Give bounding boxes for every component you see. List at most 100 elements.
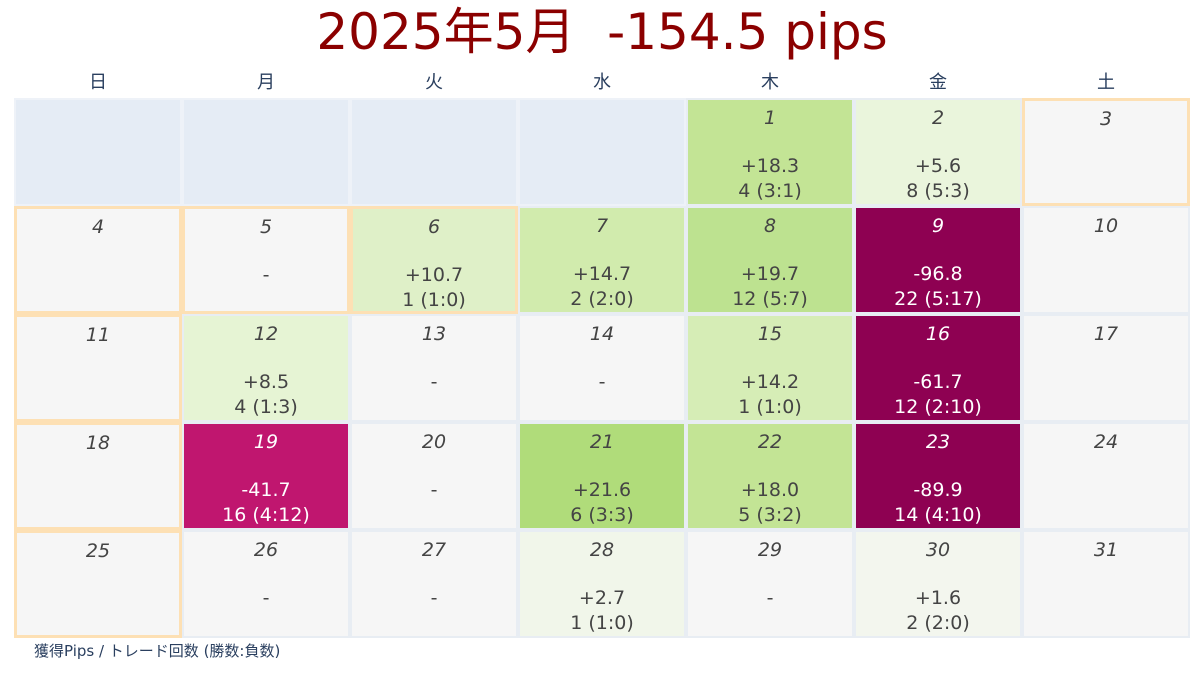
day-pips-label: -61.7 <box>913 371 963 393</box>
day-trades-label: 1 (1:0) <box>570 612 634 634</box>
weekday-label: 火 <box>425 72 443 93</box>
day-cell: 1 +18.3 4 (3:1) <box>686 98 854 206</box>
day-cell: 13 - <box>350 314 518 422</box>
day-pips-label: - <box>262 264 270 286</box>
day-number: 7 <box>595 215 609 237</box>
legend-caption: 獲得Pips / トレード回数 (勝数:負数) <box>34 642 281 660</box>
day-cell: 31 <box>1022 530 1190 638</box>
day-cell: 24 <box>1022 422 1190 530</box>
day-trades-label: 4 (1:3) <box>234 396 298 418</box>
day-number: 19 <box>253 431 279 453</box>
day-trades-label: 12 (5:7) <box>732 288 808 310</box>
day-cell: 20 - <box>350 422 518 530</box>
day-cell: 16 -61.7 12 (2:10) <box>854 314 1022 422</box>
day-number: 14 <box>589 323 615 345</box>
day-pips-label: +18.0 <box>740 479 800 501</box>
day-cell: 14 - <box>518 314 686 422</box>
day-number: 26 <box>253 539 279 561</box>
day-number: 31 <box>1093 539 1119 561</box>
day-cell: 10 <box>1022 206 1190 314</box>
day-trades-label: 6 (3:3) <box>570 504 634 526</box>
day-pips-label: +14.7 <box>572 263 632 285</box>
day-number: 29 <box>757 539 783 561</box>
chart-title: 2025年5月 -154.5 pips <box>316 3 888 61</box>
day-pips-label: - <box>430 587 438 609</box>
day-cell: 9 -96.8 22 (5:17) <box>854 206 1022 314</box>
day-trades-label: 5 (3:2) <box>738 504 802 526</box>
day-number: 6 <box>427 216 441 238</box>
day-cell: 5- <box>182 206 350 314</box>
day-cell: 30 +1.6 2 (2:0) <box>854 530 1022 638</box>
day-number: 20 <box>421 431 447 453</box>
day-pips-label: - <box>430 479 438 501</box>
day-cell: 18 <box>14 422 182 530</box>
day-number: 3 <box>1099 108 1113 130</box>
day-pips-label: +1.6 <box>914 587 962 609</box>
day-number: 25 <box>85 540 111 562</box>
day-cell: 21 +21.6 6 (3:3) <box>518 422 686 530</box>
day-trades-label: 14 (4:10) <box>894 504 982 526</box>
day-pips-label: +14.2 <box>740 371 800 393</box>
day-number: 12 <box>253 323 279 345</box>
day-cell: 26 - <box>182 530 350 638</box>
weekday-label: 日 <box>89 72 107 93</box>
day-number: 21 <box>589 431 615 453</box>
empty-day-cell <box>182 98 350 206</box>
weekday-label: 月 <box>257 72 275 93</box>
day-number: 28 <box>589 539 615 561</box>
day-pips-label: - <box>262 587 270 609</box>
calendar-grid: 1 +18.3 4 (3:1) 2 +5.6 8 (5:3) 3 4 5-6 +10.7 1 (1:… <box>14 98 1190 638</box>
day-pips-label: +21.6 <box>572 479 632 501</box>
day-cell: 28 +2.7 1 (1:0) <box>518 530 686 638</box>
day-number: 4 <box>91 216 105 238</box>
day-number: 23 <box>925 431 951 453</box>
day-number: 15 <box>757 323 783 345</box>
day-cell: 7 +14.7 2 (2:0) <box>518 206 686 314</box>
day-cell: 22 +18.0 5 (3:2) <box>686 422 854 530</box>
day-pips-label: +10.7 <box>404 264 464 286</box>
day-number: 27 <box>421 539 447 561</box>
day-trades-label: 8 (5:3) <box>906 180 970 202</box>
day-pips-label: - <box>766 587 774 609</box>
day-cell: 4 <box>14 206 182 314</box>
day-pips-label: - <box>598 371 606 393</box>
day-number: 16 <box>925 323 951 345</box>
day-number: 17 <box>1093 323 1119 345</box>
day-number: 2 <box>931 107 945 129</box>
day-number: 22 <box>757 431 783 453</box>
day-number: 24 <box>1093 431 1119 453</box>
day-pips-label: +5.6 <box>914 155 962 177</box>
day-pips-label: -41.7 <box>241 479 291 501</box>
day-number: 10 <box>1093 215 1119 237</box>
day-cell: 27 - <box>350 530 518 638</box>
weekday-label: 水 <box>593 72 611 93</box>
day-trades-label: 22 (5:17) <box>894 288 982 310</box>
day-pips-label: -96.8 <box>913 263 963 285</box>
day-number: 18 <box>85 432 111 454</box>
day-cell: 19 -41.7 16 (4:12) <box>182 422 350 530</box>
day-number: 13 <box>421 323 447 345</box>
empty-day-cell <box>350 98 518 206</box>
day-pips-label: - <box>430 371 438 393</box>
day-cell: 15 +14.2 1 (1:0) <box>686 314 854 422</box>
day-cell: 23 -89.9 14 (4:10) <box>854 422 1022 530</box>
weekday-label: 木 <box>761 72 779 93</box>
day-number: 11 <box>85 324 111 346</box>
empty-day-cell <box>518 98 686 206</box>
day-number: 8 <box>763 215 777 237</box>
weekday-label: 土 <box>1097 72 1115 93</box>
day-trades-label: 2 (2:0) <box>570 288 634 310</box>
day-number: 9 <box>931 215 945 237</box>
day-pips-label: +19.7 <box>740 263 800 285</box>
day-pips-label: +8.5 <box>242 371 290 393</box>
day-cell: 3 <box>1022 98 1190 206</box>
day-cell: 2 +5.6 8 (5:3) <box>854 98 1022 206</box>
day-number: 5 <box>259 216 273 238</box>
day-cell: 6 +10.7 1 (1:0) <box>350 206 518 314</box>
day-trades-label: 12 (2:10) <box>894 396 982 418</box>
day-trades-label: 1 (1:0) <box>738 396 802 418</box>
day-cell: 12 +8.5 4 (1:3) <box>182 314 350 422</box>
day-number: 30 <box>925 539 951 561</box>
day-cell: 8 +19.7 12 (5:7) <box>686 206 854 314</box>
day-pips-label: +18.3 <box>740 155 800 177</box>
